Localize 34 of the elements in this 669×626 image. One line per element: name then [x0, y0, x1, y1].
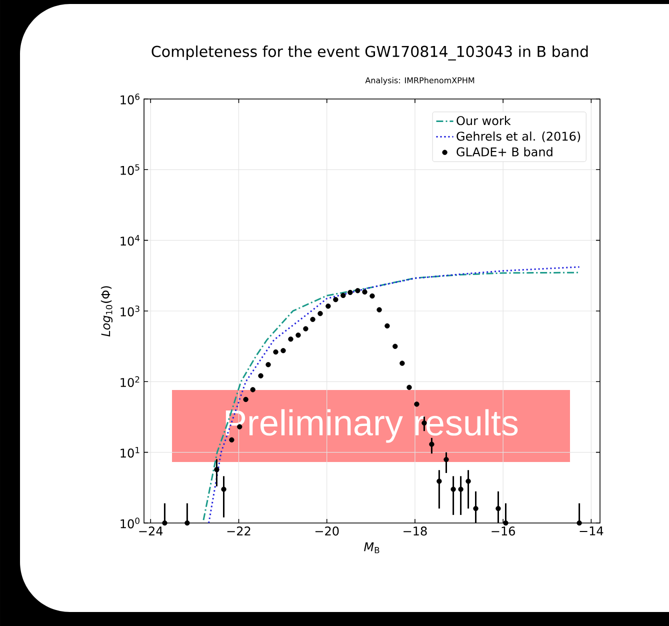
chart-title: Completeness for the event GW170814_103043 in B band [152, 46, 588, 60]
x-tick-label: −18 [404, 526, 427, 536]
y-tick-label: 10$^{5}$ [120, 164, 140, 175]
legend-label: Our work [456, 116, 511, 126]
x-tick-label: −22 [227, 526, 250, 536]
point [184, 520, 190, 526]
y-axis-title: Log$_{10}$(Φ) [100, 286, 113, 336]
y-tick-label: 10$^{3}$ [120, 306, 140, 316]
y-tick-label: 10$^{6}$ [120, 94, 140, 104]
point [444, 456, 449, 462]
point [496, 506, 501, 512]
point [214, 466, 220, 472]
x-tick-label: −24 [139, 526, 163, 536]
x-tick-label: −14 [580, 526, 604, 536]
x-tick-label: −16 [492, 526, 515, 536]
point [473, 506, 478, 512]
point [458, 486, 464, 492]
y-tick-label: 10$^{4}$ [120, 235, 140, 246]
point [429, 442, 434, 447]
point [466, 478, 471, 484]
y-tick-label: 10$^{0}$ [120, 518, 140, 528]
y-tick-label: 10$^{1}$ [120, 447, 140, 458]
legend-label: GLADE+ B band [456, 147, 552, 156]
chart-subtitle: Analysis: IMRPhenomXPHM [365, 77, 474, 85]
point [436, 478, 442, 484]
point [162, 520, 168, 526]
point [450, 486, 456, 492]
y-tick-label: 10$^{2}$ [120, 376, 140, 388]
point [503, 520, 508, 526]
x-axis-title: M$_{B}$ [364, 542, 380, 554]
point [221, 486, 226, 492]
point [576, 520, 582, 526]
legend-label: Gehrels et al. (2016) [456, 131, 580, 142]
x-tick-label: −20 [315, 526, 339, 536]
